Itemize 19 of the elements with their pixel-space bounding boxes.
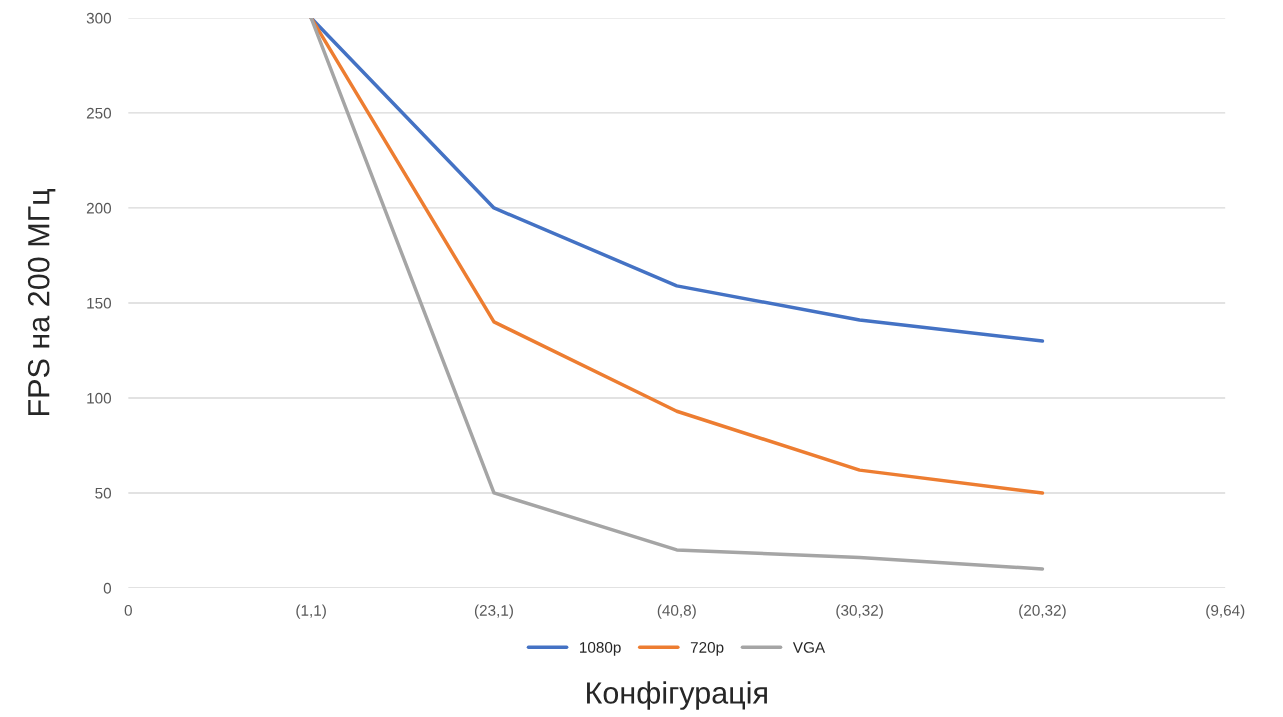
x-tick-label: (1,1) <box>296 604 326 619</box>
y-tick-label: 250 <box>86 107 112 119</box>
y-axis-title: FPS на 200 МГц <box>27 189 56 416</box>
legend-label: VGA <box>792 641 826 653</box>
legend-label: 720p <box>690 641 724 656</box>
y-tick-label: 150 <box>87 297 112 309</box>
y-tick-label: 0 <box>103 582 112 594</box>
x-tick-label: (30,32) <box>836 604 883 619</box>
x-tick-label: (9,64) <box>1206 604 1245 619</box>
x-axis-title: Конфігурація <box>587 681 767 710</box>
legend-label: 1080p <box>580 641 621 656</box>
x-tick-label: (20,32) <box>1019 604 1066 619</box>
y-tick-label: 100 <box>87 392 112 404</box>
x-tick-label: 0 <box>124 605 132 616</box>
y-tick-label: 300 <box>86 12 112 24</box>
y-tick-label: 200 <box>86 202 112 214</box>
x-tick-label: (40,8) <box>657 604 696 619</box>
x-tick-label: (23,1) <box>474 604 513 619</box>
y-tick-label: 50 <box>95 487 112 499</box>
